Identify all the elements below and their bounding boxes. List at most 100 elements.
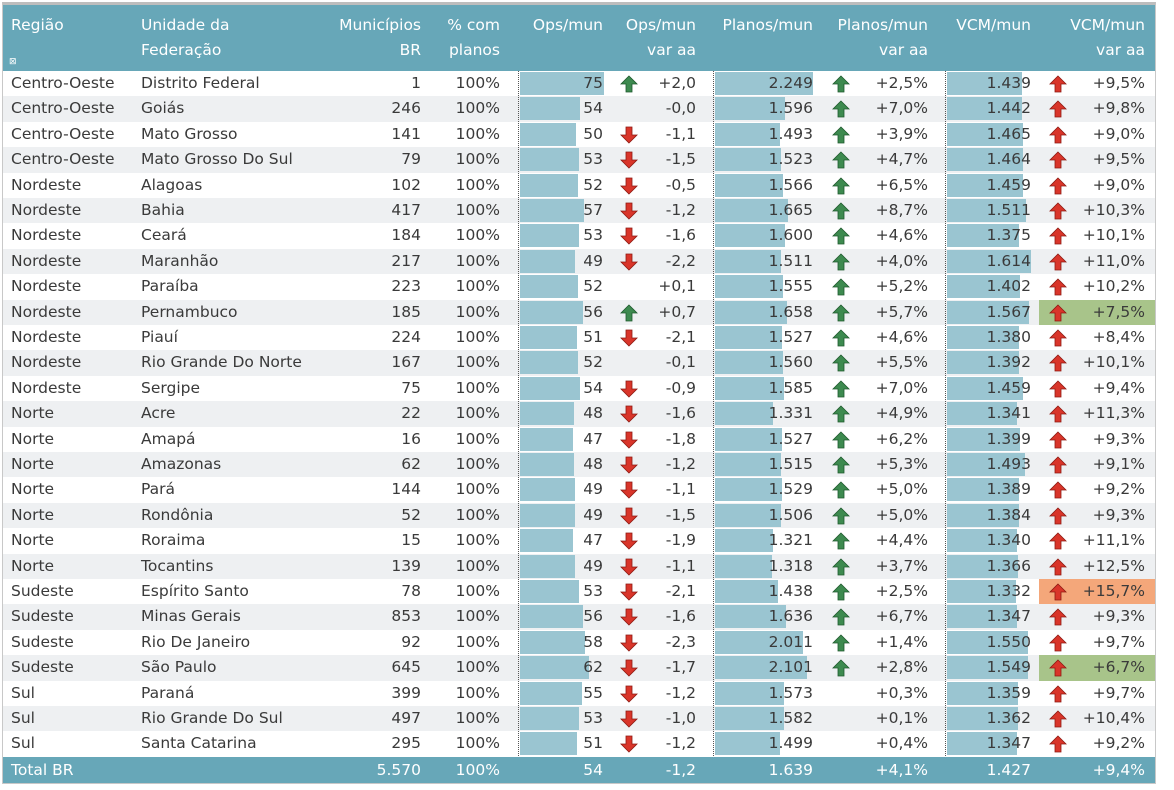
arrow-down-icon (620, 583, 638, 601)
header-regiao[interactable]: Região (11, 13, 64, 38)
cell-ops: 62 (583, 658, 603, 677)
table-row[interactable]: Nordeste Sergipe 75 100% 54 -0,9 1.585 +… (3, 376, 1155, 401)
ops-bar (520, 148, 580, 172)
cell-vcm-var: +9,5% (1092, 150, 1145, 169)
table-row[interactable]: Nordeste Paraíba 223 100% 52 +0,1 1.555 … (3, 274, 1155, 299)
cell-vcm: 1.389 (986, 480, 1031, 499)
table-row[interactable]: Nordeste Ceará 184 100% 53 -1,6 1.600 +4… (3, 223, 1155, 248)
header-vcm[interactable]: VCM/mun (956, 13, 1031, 38)
cell-uf: Paraíba (141, 277, 199, 296)
table-row[interactable]: Sul Santa Catarina 295 100% 51 -1,2 1.49… (3, 731, 1155, 756)
table-row[interactable]: Nordeste Maranhão 217 100% 49 -2,2 1.511… (3, 248, 1155, 275)
cell-ops-var: -0,9 (665, 378, 696, 397)
cell-planos: 1.566 (768, 175, 813, 194)
table-row[interactable]: Norte Roraima 15 100% 47 -1,9 1.321 +4,4… (3, 528, 1155, 553)
cell-vcm: 1.549 (986, 658, 1031, 677)
header-ops-var[interactable]: Ops/mun var aa (626, 13, 696, 63)
table-row[interactable]: Sudeste Minas Gerais 853 100% 56 -1,6 1.… (3, 604, 1155, 630)
table-row[interactable]: Norte Amazonas 62 100% 48 -1,2 1.515 +5,… (3, 452, 1155, 478)
table-row[interactable]: Norte Rondônia 52 100% 49 -1,5 1.506 +5,… (3, 502, 1155, 529)
arrow-down-icon (620, 659, 638, 677)
cell-planos-var: +4,9% (875, 404, 928, 423)
header-uf[interactable]: Unidade da Federação (141, 13, 229, 63)
vcm-bar (947, 275, 1020, 299)
vcm-bar (947, 630, 1028, 654)
total-ops: 54 (583, 761, 603, 779)
table-row[interactable]: Sudeste Espírito Santo 78 100% 53 -2,1 1… (3, 579, 1155, 605)
arrow-down-icon (620, 126, 638, 144)
table-row[interactable]: Nordeste Pernambuco 185 100% 56 +0,7 1.6… (3, 299, 1155, 325)
cell-ops: 51 (583, 734, 603, 753)
table-row[interactable]: Centro-Oeste Mato Grosso 141 100% 50 -1,… (3, 122, 1155, 147)
arrow-down-icon (620, 634, 638, 652)
header-municipios[interactable]: Municípios BR (339, 13, 421, 63)
table-row[interactable]: Centro-Oeste Goiás 246 100% 54 -0,0 1.59… (3, 96, 1155, 122)
planos-bar (715, 554, 773, 578)
cell-ops: 75 (583, 74, 603, 92)
ops-bar (520, 122, 576, 146)
header-planos-var[interactable]: Planos/mun var aa (837, 13, 928, 63)
cell-ops: 49 (583, 480, 603, 499)
cell-municipios: 417 (391, 201, 421, 219)
arrow-down-icon (620, 710, 638, 728)
table-row[interactable]: Norte Pará 144 100% 49 -1,1 1.529 +5,0% … (3, 477, 1155, 502)
arrow-up-icon (1049, 75, 1067, 93)
cell-regiao: Sul (11, 709, 35, 727)
header-vcm-var[interactable]: VCM/mun var aa (1070, 13, 1145, 63)
cell-regiao: Nordeste (11, 175, 82, 194)
arrow-down-icon (620, 608, 638, 626)
table-row[interactable]: Nordeste Rio Grande Do Norte 167 100% 52… (3, 350, 1155, 376)
vcm-bar (947, 732, 1018, 756)
header-label: Ops/mun (625, 16, 696, 34)
table-row[interactable]: Nordeste Piauí 224 100% 51 -2,1 1.527 +4… (3, 325, 1155, 350)
cell-uf: Piauí (141, 328, 178, 346)
planos-bar (715, 478, 782, 502)
ops-bar (520, 72, 604, 95)
ops-bar (520, 97, 581, 121)
table-row[interactable]: Nordeste Alagoas 102 100% 52 -0,5 1.566 … (3, 173, 1155, 198)
header-planos[interactable]: Planos/mun (722, 13, 813, 38)
planos-bar (715, 707, 784, 730)
vcm-bar (947, 300, 1029, 324)
arrow-down-icon (620, 253, 638, 271)
table-row[interactable]: Sudeste São Paulo 645 100% 62 -1,7 2.101… (3, 655, 1155, 681)
cell-regiao: Centro-Oeste (11, 74, 115, 92)
table-row[interactable]: Nordeste Bahia 417 100% 57 -1,2 1.665 +8… (3, 198, 1155, 224)
vcm-bar (947, 427, 1020, 451)
header-ops[interactable]: Ops/mun (533, 13, 603, 38)
table-row[interactable]: Norte Acre 22 100% 48 -1,6 1.331 +4,9% 1… (3, 401, 1155, 427)
cell-pct: 100% (455, 150, 500, 169)
table-row[interactable]: Norte Amapá 16 100% 47 -1,8 1.527 +6,2% … (3, 427, 1155, 452)
arrow-up-icon (832, 227, 850, 245)
cell-ops-var: -1,0 (665, 709, 696, 727)
table-row[interactable]: Sudeste Rio De Janeiro 92 100% 58 -2,3 2… (3, 630, 1155, 655)
cell-uf: Pernambuco (141, 302, 238, 321)
cell-ops-var: -0,0 (665, 99, 696, 118)
arrow-down-icon (620, 507, 638, 525)
table-row[interactable]: Centro-Oeste Mato Grosso Do Sul 79 100% … (3, 147, 1155, 173)
header-pct-planos[interactable]: % com planos (447, 13, 500, 63)
vcm-bar (947, 402, 1017, 426)
arrow-up-icon (1049, 685, 1067, 702)
cell-vcm-var: +10,1% (1082, 353, 1145, 372)
table-row[interactable]: Sul Paraná 399 100% 55 -1,2 1.573 +0,3% … (3, 681, 1155, 706)
planos-bar (715, 630, 803, 654)
arrow-up-icon (1049, 456, 1067, 474)
arrow-up-icon (1049, 177, 1067, 194)
table-row[interactable]: Centro-Oeste Distrito Federal 1 100% 75 … (3, 71, 1155, 96)
cell-municipios: 645 (391, 658, 421, 677)
cell-uf: Amazonas (141, 455, 222, 473)
arrow-up-icon (1049, 735, 1067, 753)
table-row[interactable]: Sul Rio Grande Do Sul 497 100% 53 -1,0 1… (3, 706, 1155, 732)
planos-bar (715, 427, 782, 451)
table-row[interactable]: Norte Tocantins 139 100% 49 -1,1 1.318 +… (3, 553, 1155, 579)
cell-vcm-var: +9,0% (1092, 124, 1145, 143)
cell-ops-var: -1,6 (665, 404, 696, 423)
cell-planos-var: +4,7% (875, 150, 928, 169)
arrow-up-icon (1049, 659, 1067, 677)
cell-vcm: 1.399 (986, 429, 1031, 448)
vcm-bar (947, 249, 1031, 273)
x-box-icon[interactable]: ⊠ (9, 57, 17, 67)
planos-bar (715, 199, 788, 222)
vcm-bar (947, 478, 1020, 502)
